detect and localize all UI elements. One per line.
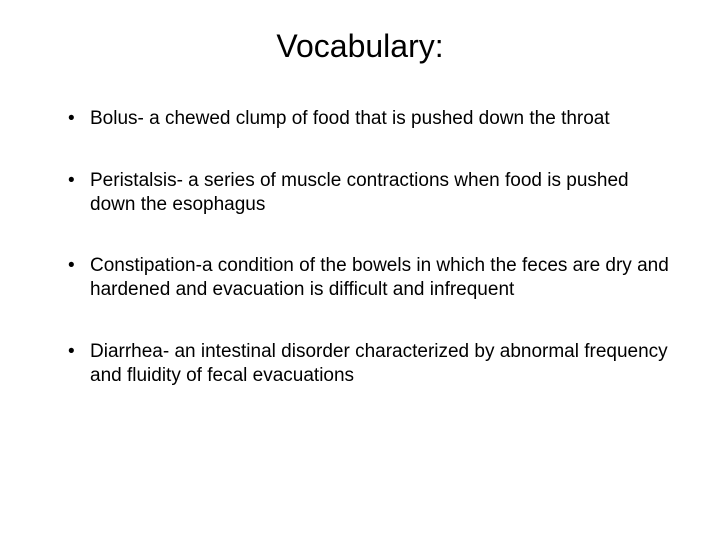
page-title: Vocabulary: xyxy=(50,28,670,65)
vocabulary-list: Bolus- a chewed clump of food that is pu… xyxy=(50,107,670,387)
list-item: Peristalsis- a series of muscle contract… xyxy=(68,169,670,217)
list-item: Diarrhea- an intestinal disorder charact… xyxy=(68,340,670,388)
list-item: Bolus- a chewed clump of food that is pu… xyxy=(68,107,670,131)
list-item: Constipation-a condition of the bowels i… xyxy=(68,254,670,302)
